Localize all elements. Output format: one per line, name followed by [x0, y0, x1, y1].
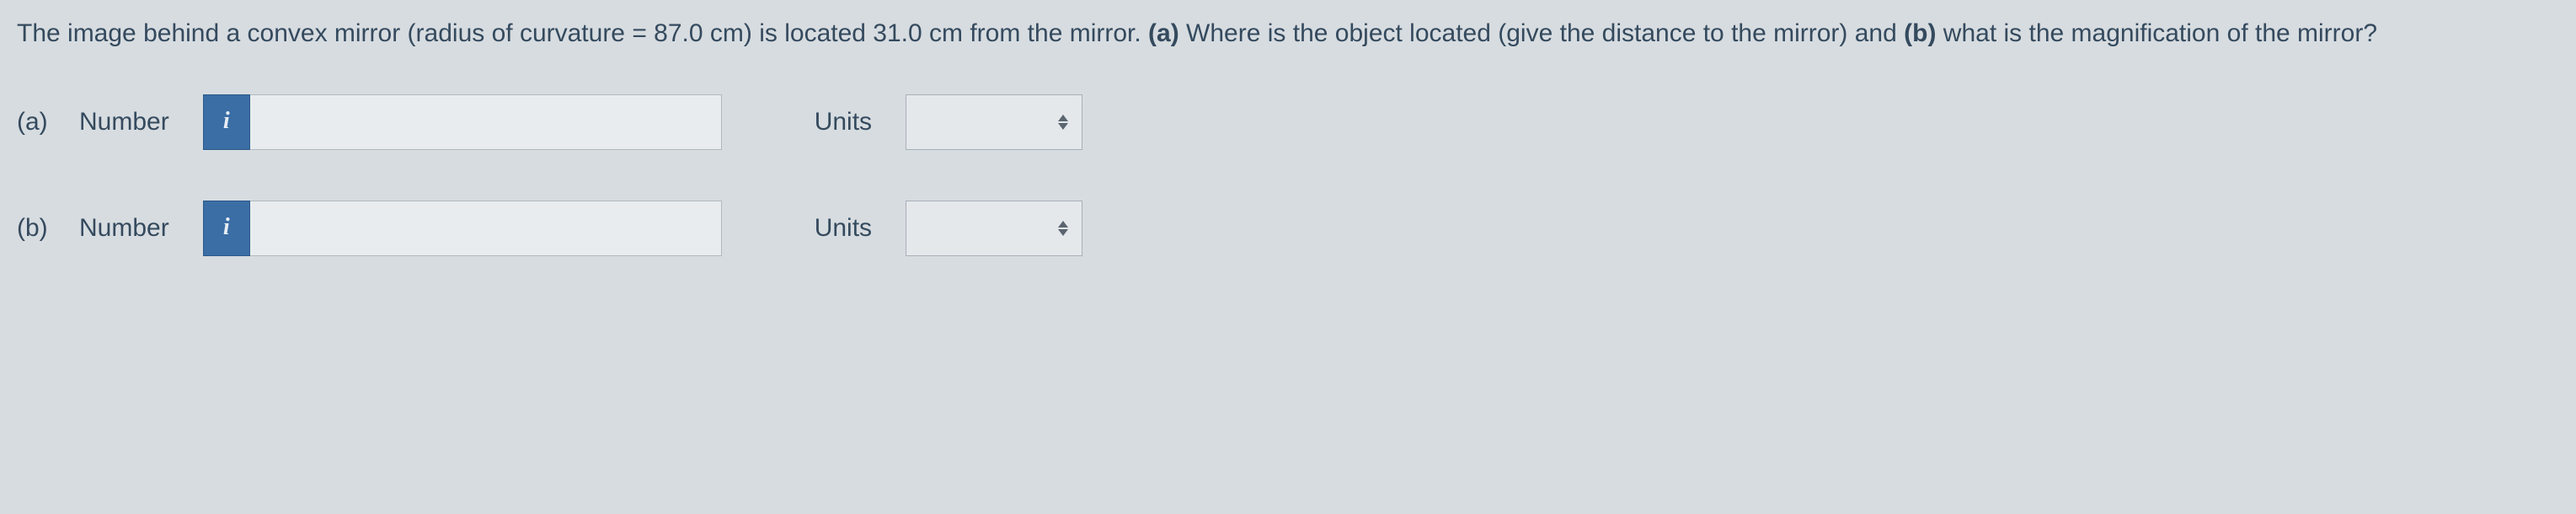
- info-button-a[interactable]: i: [203, 94, 250, 150]
- units-select-a[interactable]: [906, 94, 1082, 150]
- answer-row-a: (a) Number i Units: [17, 94, 2559, 150]
- part-label-a: (a): [17, 104, 56, 141]
- question-text-part1: The image behind a convex mirror (radius…: [17, 19, 1148, 47]
- question-text: The image behind a convex mirror (radius…: [17, 15, 2559, 52]
- question-text-part3: what is the magnification of the mirror?: [1936, 19, 2377, 47]
- number-label-b: Number: [79, 210, 169, 247]
- number-input-wrap-a: i: [203, 94, 722, 150]
- units-select-wrap-b: [906, 201, 1082, 256]
- units-select-wrap-a: [906, 94, 1082, 150]
- question-text-part2: Where is the object located (give the di…: [1179, 19, 1904, 47]
- units-label-b: Units: [815, 210, 872, 247]
- units-label-a: Units: [815, 104, 872, 141]
- number-input-a[interactable]: [250, 94, 722, 150]
- number-input-b[interactable]: [250, 201, 722, 256]
- question-bold-a: (a): [1148, 19, 1179, 47]
- question-bold-b: (b): [1904, 19, 1936, 47]
- info-icon: i: [223, 211, 230, 245]
- info-icon: i: [223, 104, 230, 139]
- units-select-b[interactable]: [906, 201, 1082, 256]
- number-label-a: Number: [79, 104, 169, 141]
- part-label-b: (b): [17, 210, 56, 247]
- info-button-b[interactable]: i: [203, 201, 250, 256]
- number-input-wrap-b: i: [203, 201, 722, 256]
- answer-row-b: (b) Number i Units: [17, 201, 2559, 256]
